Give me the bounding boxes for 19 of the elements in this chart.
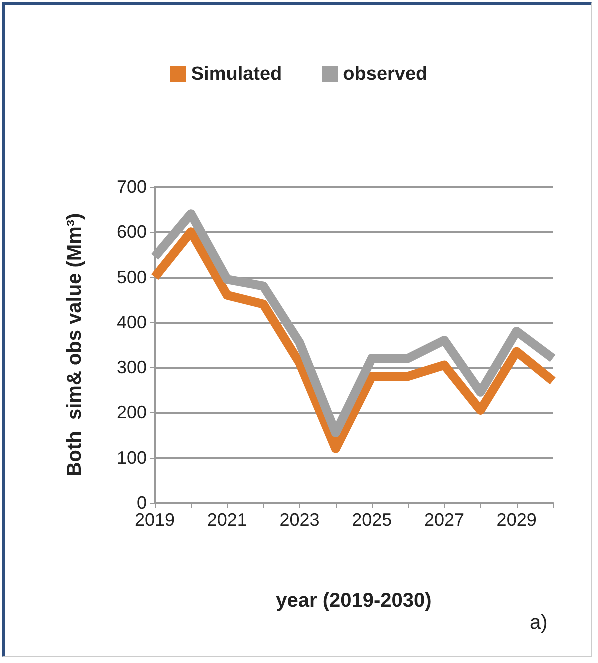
y-tick-label: 500 xyxy=(116,267,147,288)
y-tick-label: 200 xyxy=(116,402,147,423)
x-tick-label: 2027 xyxy=(424,510,464,530)
text: a) xyxy=(530,612,548,635)
x-tick-label: 2025 xyxy=(352,510,392,530)
y-tick-label: 600 xyxy=(116,222,147,242)
legend-label: observed xyxy=(343,64,428,85)
y-tick-label: 300 xyxy=(116,358,147,378)
legend-label: Simulated xyxy=(191,64,282,85)
x-tick-label: 2021 xyxy=(207,510,248,530)
y-tick-label: 400 xyxy=(116,312,147,332)
y-tick-label: 100 xyxy=(116,448,147,468)
x-tick-label: 2023 xyxy=(280,510,320,530)
y-tick-label: 700 xyxy=(116,177,147,197)
x-tick-label: 2019 xyxy=(134,510,176,530)
x-axis-title: year (2019-2030) xyxy=(276,590,432,612)
y-axis-title: Both sim& obs value (Mm³) xyxy=(64,213,86,477)
y-tick-label: 0 xyxy=(136,493,147,513)
x-tick-label: 2029 xyxy=(496,510,537,530)
